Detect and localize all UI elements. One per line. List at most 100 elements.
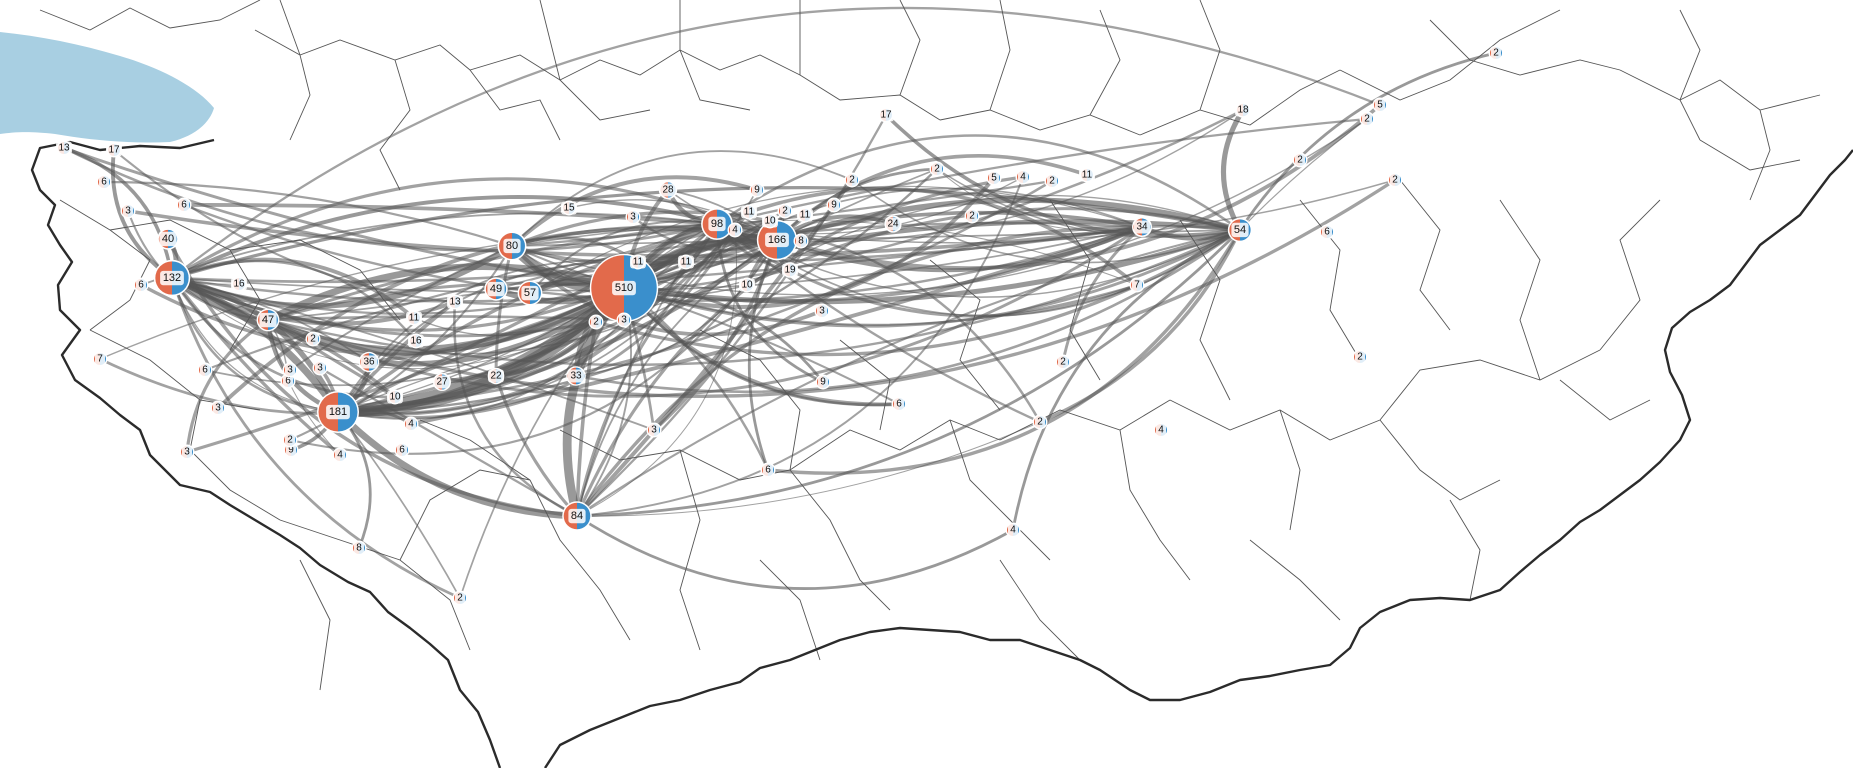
- node-n6d[interactable]: 6: [197, 362, 213, 378]
- node-n5b[interactable]: 5: [986, 170, 1002, 186]
- node-n181[interactable]: 181: [317, 391, 359, 433]
- node-n2n[interactable]: 2: [1292, 152, 1308, 168]
- node-n2d[interactable]: 2: [1055, 354, 1071, 370]
- node-n40[interactable]: 40: [157, 228, 179, 250]
- node-n9c[interactable]: 9: [826, 197, 842, 213]
- node-n2i[interactable]: 2: [844, 172, 860, 188]
- node-n9b[interactable]: 9: [749, 182, 765, 198]
- node-n22[interactable]: 22: [487, 367, 505, 385]
- node-n510[interactable]: 510: [589, 253, 659, 323]
- flow-line: [510, 175, 759, 248]
- node-n2c[interactable]: 2: [1352, 349, 1368, 365]
- node-n2f[interactable]: 2: [929, 161, 945, 177]
- node-n5a[interactable]: 5: [1372, 97, 1388, 113]
- node-n11f[interactable]: 11: [741, 204, 757, 220]
- node-n4b[interactable]: 4: [332, 447, 348, 463]
- node-n36[interactable]: 36: [358, 351, 380, 373]
- node-n27[interactable]: 27: [433, 373, 451, 391]
- node-n3i[interactable]: 3: [282, 362, 298, 378]
- node-n57[interactable]: 57: [517, 280, 543, 306]
- flow-line: [62, 146, 719, 253]
- node-n7b[interactable]: 7: [1129, 277, 1145, 293]
- node-label-bg: [213, 401, 223, 415]
- node-n7a[interactable]: 7: [92, 351, 108, 367]
- node-n17a[interactable]: 17: [106, 142, 122, 158]
- node-label-bg: [741, 205, 757, 219]
- node-n13b[interactable]: 13: [447, 294, 463, 310]
- node-n2l[interactable]: 2: [777, 203, 793, 219]
- node-n10b[interactable]: 10: [762, 213, 778, 229]
- node-n4f[interactable]: 4: [727, 222, 743, 238]
- node-n49[interactable]: 49: [484, 277, 508, 301]
- node-n6i[interactable]: 6: [1319, 224, 1335, 240]
- node-n4a[interactable]: 4: [1005, 522, 1021, 538]
- node-n16a[interactable]: 16: [231, 276, 247, 292]
- node-label-bg: [1079, 168, 1095, 182]
- node-n132[interactable]: 132: [153, 259, 191, 297]
- node-n18[interactable]: 18: [1235, 102, 1251, 118]
- node-label-bg: [628, 210, 638, 224]
- node-n98[interactable]: 98: [701, 208, 733, 240]
- node-n2a[interactable]: 2: [1488, 45, 1504, 61]
- node-n2j[interactable]: 2: [588, 314, 604, 330]
- node-n15[interactable]: 15: [561, 200, 577, 216]
- node-n3f[interactable]: 3: [814, 303, 830, 319]
- node-n16b[interactable]: 16: [408, 333, 424, 349]
- node-n33[interactable]: 33: [566, 366, 586, 386]
- node-label-bg: [561, 201, 577, 215]
- node-n6b[interactable]: 6: [176, 197, 192, 213]
- node-n2m[interactable]: 2: [282, 432, 298, 448]
- node-n4d[interactable]: 4: [1153, 422, 1169, 438]
- node-label-bg: [989, 171, 999, 185]
- node-n80[interactable]: 80: [497, 231, 527, 261]
- node-n11c[interactable]: 11: [406, 310, 422, 326]
- node-n3d[interactable]: 3: [179, 444, 195, 460]
- district-line: [1619, 69, 1821, 111]
- node-n6h[interactable]: 6: [891, 396, 907, 412]
- node-n3g[interactable]: 3: [312, 360, 328, 376]
- node-n2g[interactable]: 2: [964, 208, 980, 224]
- node-n2e[interactable]: 2: [1032, 414, 1048, 430]
- node-n3c[interactable]: 3: [646, 422, 662, 438]
- node-label-bg: [200, 363, 210, 377]
- node-n3b[interactable]: 3: [625, 209, 641, 225]
- node-n11a[interactable]: 11: [630, 254, 646, 270]
- node-n8a[interactable]: 8: [351, 540, 367, 556]
- district-line: [1139, 69, 1341, 136]
- node-n4c[interactable]: 4: [403, 416, 419, 432]
- node-n8b[interactable]: 8: [793, 233, 809, 249]
- node-n17b[interactable]: 17: [878, 107, 894, 123]
- node-n3e[interactable]: 3: [210, 400, 226, 416]
- node-label-bg: [406, 311, 422, 325]
- node-n4e[interactable]: 4: [1015, 169, 1031, 185]
- node-n2h[interactable]: 2: [1044, 173, 1060, 189]
- node-n11d[interactable]: 11: [1079, 167, 1095, 183]
- node-n6f[interactable]: 6: [394, 442, 410, 458]
- district-line: [699, 329, 801, 471]
- node-n84[interactable]: 84: [562, 501, 592, 531]
- node-n6a[interactable]: 6: [96, 174, 112, 190]
- node-label-bg: [1035, 415, 1045, 429]
- node-n2p[interactable]: 2: [1387, 172, 1403, 188]
- node-n54[interactable]: 54: [1227, 217, 1253, 243]
- node-n2k[interactable]: 2: [305, 331, 321, 347]
- node-n6g[interactable]: 6: [760, 462, 776, 478]
- node-n24[interactable]: 24: [884, 215, 902, 233]
- flow-line: [264, 263, 628, 324]
- node-n10a[interactable]: 10: [739, 277, 755, 293]
- node-n28[interactable]: 28: [658, 180, 678, 200]
- node-n34[interactable]: 34: [1132, 217, 1152, 237]
- node-n2o[interactable]: 2: [452, 590, 468, 606]
- node-n3h[interactable]: 3: [616, 312, 632, 328]
- node-n9d[interactable]: 9: [815, 374, 831, 390]
- node-n19[interactable]: 19: [782, 262, 798, 278]
- node-n47[interactable]: 47: [256, 308, 280, 332]
- node-n11b[interactable]: 11: [678, 254, 694, 270]
- node-n13a[interactable]: 13: [56, 140, 72, 156]
- node-n11e[interactable]: 11: [797, 207, 813, 223]
- node-label-bg: [739, 278, 755, 292]
- node-n3a[interactable]: 3: [120, 203, 136, 219]
- node-n6c[interactable]: 6: [133, 277, 149, 293]
- node-n2b[interactable]: 2: [1359, 111, 1375, 127]
- node-n10c[interactable]: 10: [387, 389, 403, 405]
